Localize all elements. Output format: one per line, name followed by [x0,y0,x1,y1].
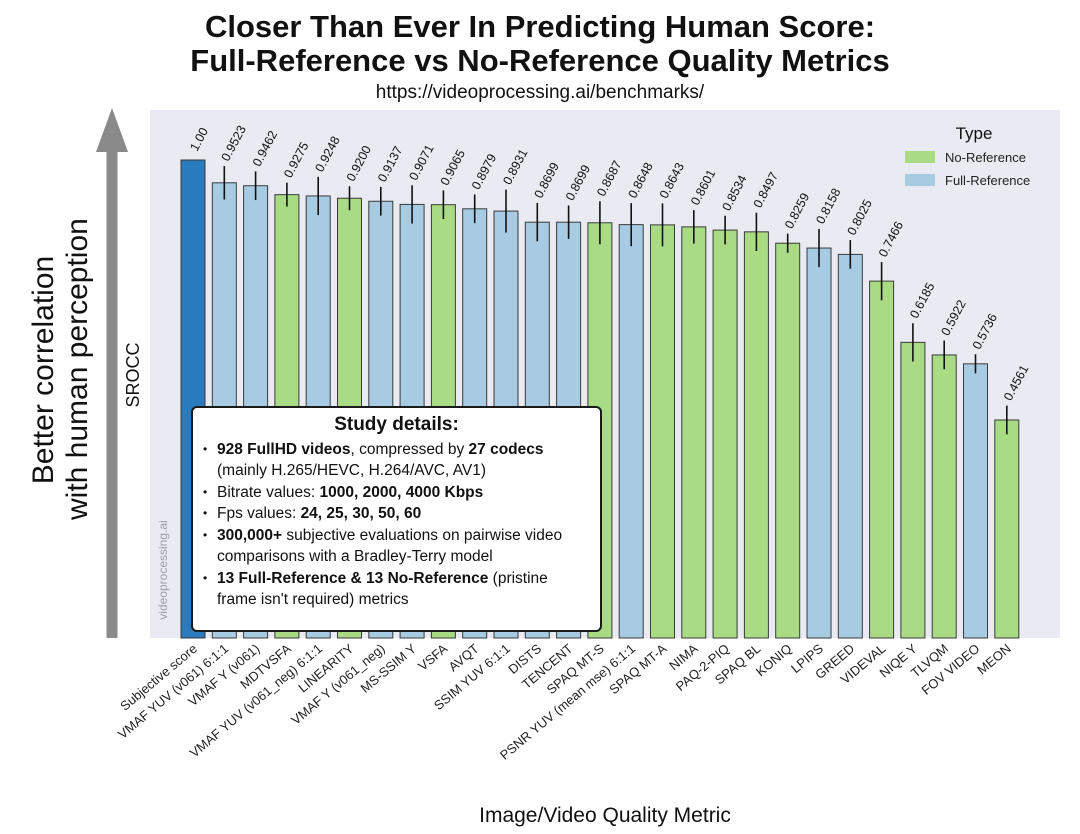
bar [618,224,644,639]
legend: Type No-Reference Full-Reference [905,124,1030,188]
legend-swatch-no-reference [905,151,935,163]
legend-swatch-full-reference [905,174,935,186]
bar [650,224,675,639]
study-item-fps: Fps values: 24, 25, 30, 50, 60 [203,503,590,525]
study-item-evaluations: 300,000+ subjective evaluations on pairw… [203,525,590,568]
x-axis-label: Image/Video Quality Metric [479,804,731,827]
study-details-box: Study details: 928 FullHD videos, compre… [191,406,602,632]
chart-title-line2: Full-Reference vs No-Reference Quality M… [190,43,890,78]
study-details-title: Study details: [334,414,459,435]
chart-title-line1: Closer Than Ever In Predicting Human Sco… [204,9,876,44]
study-item-bold: 24, 25, 30, 50, 60 [300,505,422,522]
study-item-bold: 13 Full-Reference & 13 No-Reference [217,569,489,587]
study-item-text: , compressed by [350,440,469,458]
study-item-bold: 300,000+ [217,526,283,544]
study-item-text: Bitrate values: [217,483,320,501]
y-axis-label: SROCC [123,342,143,407]
legend-title: Type [956,124,993,143]
up-arrow-icon [96,108,128,638]
bar [806,247,832,639]
study-item-videos: 928 FullHD videos, compressed by 27 code… [203,439,590,482]
bar [712,229,738,639]
bar [681,226,707,639]
bar [837,253,863,639]
bar [994,419,1020,639]
study-item-text: subjective evaluations on pairwise video… [217,526,563,566]
bar [900,341,926,639]
bar [743,231,769,639]
x-tick-label: KONIQ [753,641,795,679]
bar [869,280,895,639]
study-item-bitrate: Bitrate values: 1000, 2000, 4000 Kbps [203,482,590,504]
study-item-bold: 928 FullHD videos [217,440,351,458]
legend-label-no-reference: No-Reference [945,150,1026,165]
bar [775,242,801,639]
bar [963,363,988,639]
legend-label-full-reference: Full-Reference [945,173,1030,188]
study-item-bold: 27 codecs [468,440,544,458]
chart-url: https://videoprocessing.ai/benchmarks/ [375,82,705,103]
study-item-text: Fps values: [217,505,301,522]
study-item-metrics: 13 Full-Reference & 13 No-Reference (pri… [203,568,590,611]
x-tick-label: MEON [974,641,1014,678]
study-item-bold: 1000, 2000, 4000 Kbps [319,483,484,501]
bar [931,354,957,639]
study-item-text: (mainly H.265/HEVC, H.264/AVC, AV1) [217,462,487,479]
x-tick-label: VSFA [415,641,450,674]
study-item-text: (pristine frame isn't required) metrics [217,569,548,609]
watermark: videoprocessing.ai [156,520,170,619]
